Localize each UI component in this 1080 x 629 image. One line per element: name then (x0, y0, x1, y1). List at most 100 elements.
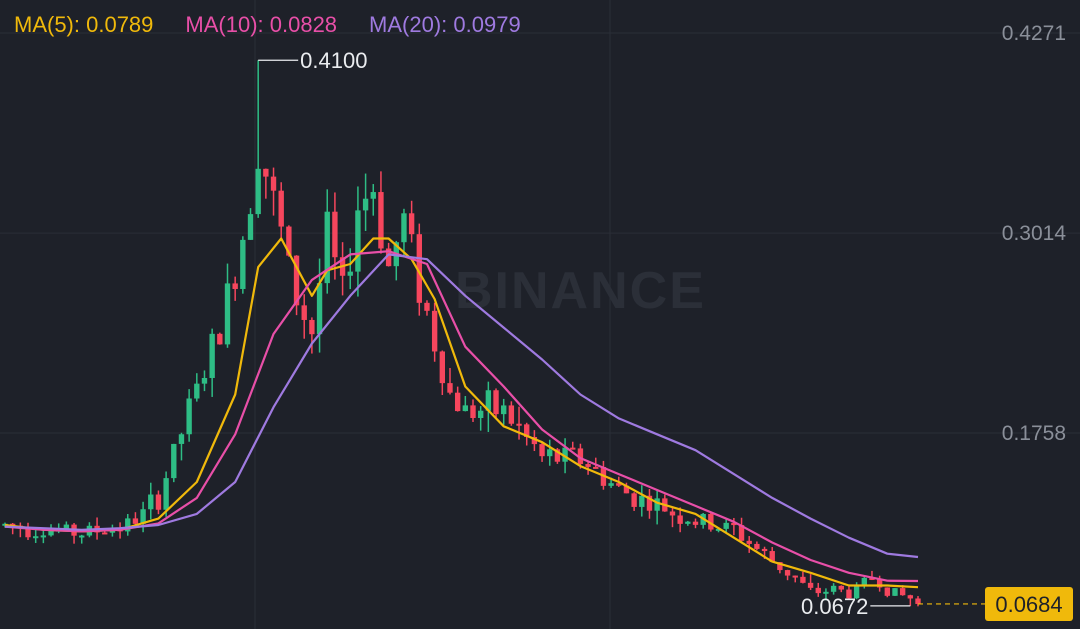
candle-body (708, 513, 714, 530)
candle-body (677, 515, 683, 524)
candle-body (485, 390, 492, 411)
candle-body (324, 211, 330, 284)
candle-body (915, 598, 921, 604)
candle-body (769, 551, 775, 563)
candle-body (715, 528, 722, 531)
candle-body (454, 392, 461, 412)
candle-body (232, 283, 238, 289)
ma-legend: MA(5): 0.0789 MA(10): 0.0828 MA(20): 0.0… (14, 12, 521, 38)
ma10-legend: MA(10): 0.0828 (185, 12, 338, 37)
candle-body (25, 528, 31, 538)
candle-body (761, 548, 768, 552)
candle-body (738, 525, 745, 541)
candle-body (524, 424, 530, 437)
candle-body (823, 591, 829, 594)
candle-body (815, 587, 821, 594)
candle-body (293, 255, 300, 306)
candle-body (570, 447, 576, 450)
candle-body (171, 443, 177, 479)
candle-body (585, 464, 591, 467)
candle-body (385, 248, 392, 267)
ma5-legend: MA(5): 0.0789 (14, 12, 154, 37)
candle-body (278, 190, 284, 227)
candle-body (247, 214, 254, 240)
candle-body (370, 192, 376, 199)
candle-body (884, 587, 890, 596)
candle-body (470, 405, 476, 418)
candle-body (408, 213, 415, 235)
candle-body (63, 524, 70, 530)
candle-body (217, 333, 223, 345)
candle-body (807, 582, 814, 588)
candle-body (838, 585, 844, 590)
candle-body (416, 234, 422, 303)
candle-body (2, 523, 8, 526)
candle-body (876, 579, 883, 588)
y-tick-label: 0.3014 (1002, 222, 1067, 245)
candle-body (270, 176, 277, 191)
candle-body (224, 283, 231, 345)
last-price-label: 0.0684 (995, 592, 1062, 617)
candle-body (355, 210, 361, 272)
candle-body (577, 448, 584, 465)
binance-watermark: BINANCE (455, 262, 706, 320)
candle-body (9, 523, 16, 526)
candle-body (316, 283, 323, 335)
candle-body (907, 595, 914, 599)
candle-body (309, 319, 315, 335)
candle-body (861, 577, 867, 585)
moving-average-lines (4, 237, 919, 589)
ma20-line (4, 253, 919, 559)
candle-body (301, 305, 307, 320)
high-marker-label: 0.4100 (300, 48, 367, 73)
candle-body (431, 310, 438, 352)
candle-body (899, 588, 906, 596)
candle-body (140, 509, 146, 524)
y-axis: 0.4271 0.3014 0.1758 (1002, 22, 1067, 445)
candle-body (493, 390, 499, 415)
candle-body (516, 423, 522, 426)
candle-body (792, 575, 798, 578)
candle-body (784, 570, 791, 576)
candle-body (447, 383, 453, 393)
candle-body (33, 536, 39, 539)
candle-body (263, 168, 269, 177)
candle-body (562, 447, 568, 462)
last-price-tag (985, 586, 1073, 621)
candle-body (846, 589, 852, 599)
candle-body (201, 377, 208, 384)
candle-body (654, 498, 660, 511)
candle-body (401, 213, 407, 243)
candle-body (209, 333, 215, 378)
candle-body (332, 211, 338, 258)
candle-body (639, 495, 645, 507)
candle-body (40, 535, 47, 538)
candle-body (608, 483, 614, 486)
candle-body (616, 483, 622, 486)
candle-body (777, 562, 783, 571)
candle-body (132, 518, 139, 524)
candle-body (439, 351, 446, 384)
candle-body (531, 436, 538, 445)
candle-body (508, 405, 515, 424)
ma10-line (4, 250, 919, 583)
candle-body (830, 585, 837, 592)
candle-body (646, 495, 653, 511)
candle-body (593, 466, 599, 469)
candle-body (539, 444, 545, 457)
candle-body (178, 434, 185, 444)
candle-body (547, 449, 553, 457)
candle-body (378, 192, 384, 249)
candle-body (477, 410, 484, 418)
candle-body (125, 518, 131, 532)
candle-body (685, 521, 691, 524)
candle-body (286, 226, 292, 256)
candle-body (155, 494, 162, 510)
candle-body (102, 532, 108, 535)
candle-body (424, 302, 430, 311)
candle-body (194, 383, 200, 399)
low-marker-label: 0.0672 (801, 594, 868, 619)
candle-body (869, 577, 875, 580)
